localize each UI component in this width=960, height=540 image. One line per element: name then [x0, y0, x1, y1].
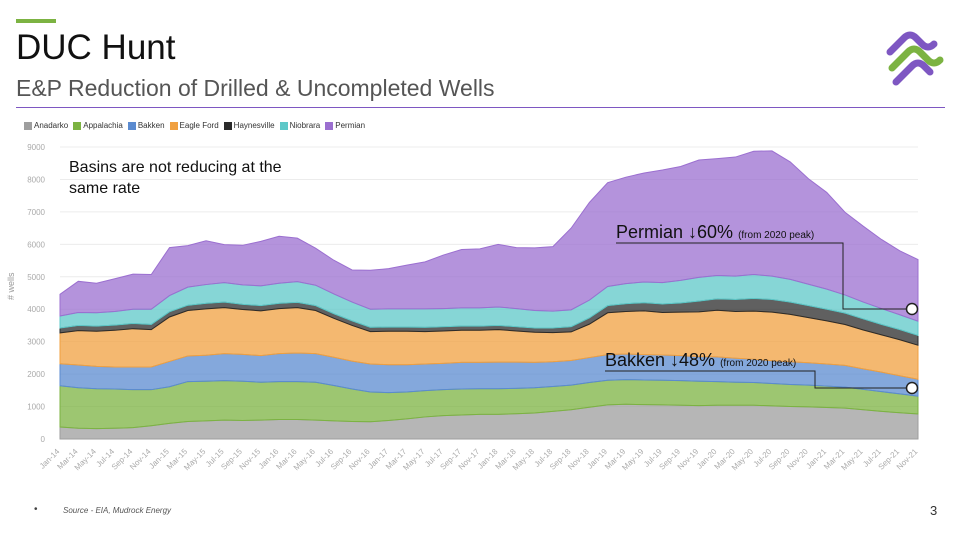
legend-swatch — [325, 121, 334, 130]
bakken-callout-note: (from 2020 peak) — [720, 358, 797, 369]
chart-annotation: Basins are not reducing at the same rate — [69, 159, 282, 197]
legend-swatch — [223, 121, 232, 130]
y-axis-label: # wells — [6, 272, 16, 300]
x-tick-label: Nov-14 — [128, 447, 153, 472]
permian-callout-note: (from 2020 peak) — [738, 230, 815, 241]
x-tick-label: Nov-20 — [785, 447, 810, 472]
permian-callout-main: Permian ↓60% — [616, 222, 734, 242]
bakken-callout: Bakken ↓48% (from 2020 peak) — [605, 350, 796, 371]
bakken-callout-line — [605, 370, 912, 389]
legend-label: Appalachia — [83, 121, 123, 130]
y-tick-label: 7000 — [27, 208, 45, 217]
legend-label: Anadarko — [34, 121, 69, 130]
legend-item-appalachia[interactable]: Appalachia — [73, 121, 123, 130]
legend-label: Niobrara — [289, 121, 321, 130]
page-title: DUC Hunt — [16, 28, 176, 67]
x-tick-label: Nov-19 — [676, 447, 701, 472]
legend-item-niobrara[interactable]: Niobrara — [279, 121, 321, 130]
y-tick-label: 9000 — [27, 143, 45, 152]
logo-stroke-purple — [886, 31, 938, 56]
legend-label: Eagle Ford — [179, 121, 219, 130]
legend-swatch — [169, 121, 178, 130]
legend-item-eagle-ford[interactable]: Eagle Ford — [169, 121, 219, 130]
y-tick-label: 1000 — [27, 403, 45, 412]
area-series-permian — [59, 150, 919, 322]
x-tick-label: Nov-15 — [238, 447, 263, 472]
y-tick-label: 3000 — [27, 338, 45, 347]
title-divider — [16, 107, 945, 108]
bakken-callout-main: Bakken ↓48% — [605, 350, 716, 370]
footer-bullet: • — [34, 504, 38, 515]
y-tick-label: 0 — [41, 435, 46, 444]
title-accent-bar — [16, 19, 56, 23]
legend-label: Bakken — [137, 121, 165, 130]
legend-item-anadarko[interactable]: Anadarko — [24, 121, 68, 130]
y-tick-label: 2000 — [27, 370, 45, 379]
y-tick-label: 6000 — [27, 240, 45, 249]
legend-label: Permian — [335, 121, 366, 130]
x-tick-label: Nov-16 — [347, 447, 372, 472]
y-tick-label: 5000 — [27, 273, 45, 282]
chart-legend: Anadarko Appalachia Bakken Eagle Ford Haynes… — [24, 121, 366, 130]
logo-stroke-green — [888, 45, 944, 72]
page-subtitle: E&P Reduction of Drilled & Uncompleted W… — [16, 75, 495, 101]
page-number: 3 — [930, 503, 938, 518]
legend-item-permian[interactable]: Permian — [325, 121, 365, 130]
legend-item-bakken[interactable]: Bakken — [127, 121, 165, 130]
x-tick-label: Nov-18 — [566, 447, 591, 472]
logo-stroke-purple-2 — [892, 59, 934, 86]
legend-swatch — [73, 121, 82, 130]
permian-callout-marker — [905, 302, 919, 316]
legend-label: Haynesville — [233, 121, 275, 130]
bakken-callout-marker — [905, 381, 919, 395]
source-note: Source - EIA, Mudrock Energy — [63, 506, 172, 515]
y-tick-label: 4000 — [27, 305, 45, 314]
permian-callout: Permian ↓60% (from 2020 peak) — [616, 222, 814, 243]
x-tick-label: Nov-17 — [457, 447, 482, 472]
legend-item-haynesville[interactable]: Haynesville — [223, 121, 275, 130]
legend-swatch — [127, 121, 136, 130]
x-tick-label: Nov-21 — [895, 447, 920, 472]
permian-callout-line — [616, 242, 912, 310]
mudrock-logo-icon — [886, 31, 944, 86]
y-tick-label: 8000 — [27, 175, 45, 184]
legend-swatch — [279, 121, 288, 130]
legend-swatch — [24, 121, 32, 130]
